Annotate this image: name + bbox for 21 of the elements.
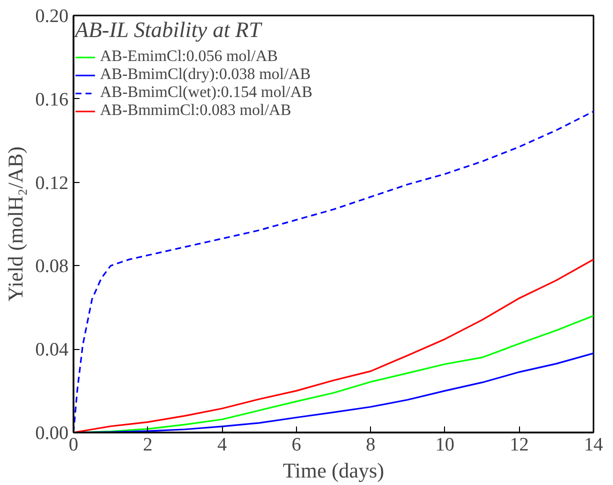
y-tick-label: 0.04 [35, 340, 69, 361]
x-axis-title: Time (days) [282, 458, 384, 482]
y-tick-label: 0.12 [35, 172, 68, 194]
y-axis-title: Yield (molH₂/AB) [3, 146, 28, 302]
legend-title: AB-IL Stability at RT [75, 17, 264, 43]
x-tick-label: 10 [435, 434, 454, 456]
x-tick-label: 0 [68, 434, 78, 456]
legend-label: AB-BmimCl(wet):0.154 mol/AB [100, 84, 312, 102]
legend-label: AB-BmimCl(dry):0.038 mol/AB [100, 66, 311, 84]
y-tick-label: 0.08 [35, 256, 68, 278]
legend-label: AB-BmmimCl:0.083 mol/AB [100, 102, 292, 120]
y-tick-label: 0.20 [35, 6, 68, 27]
x-tick-label: 2 [143, 434, 153, 456]
y-tick-label: 0.00 [35, 423, 68, 444]
x-tick-label: 12 [510, 434, 529, 456]
legend-label: AB-EmimCl:0.056 mol/AB [100, 48, 278, 66]
x-tick-label: 6 [292, 434, 302, 456]
x-tick-label: 14 [584, 434, 604, 456]
y-tick-label: 0.16 [35, 89, 68, 110]
x-tick-label: 8 [366, 434, 376, 456]
x-tick-label: 4 [217, 434, 228, 456]
